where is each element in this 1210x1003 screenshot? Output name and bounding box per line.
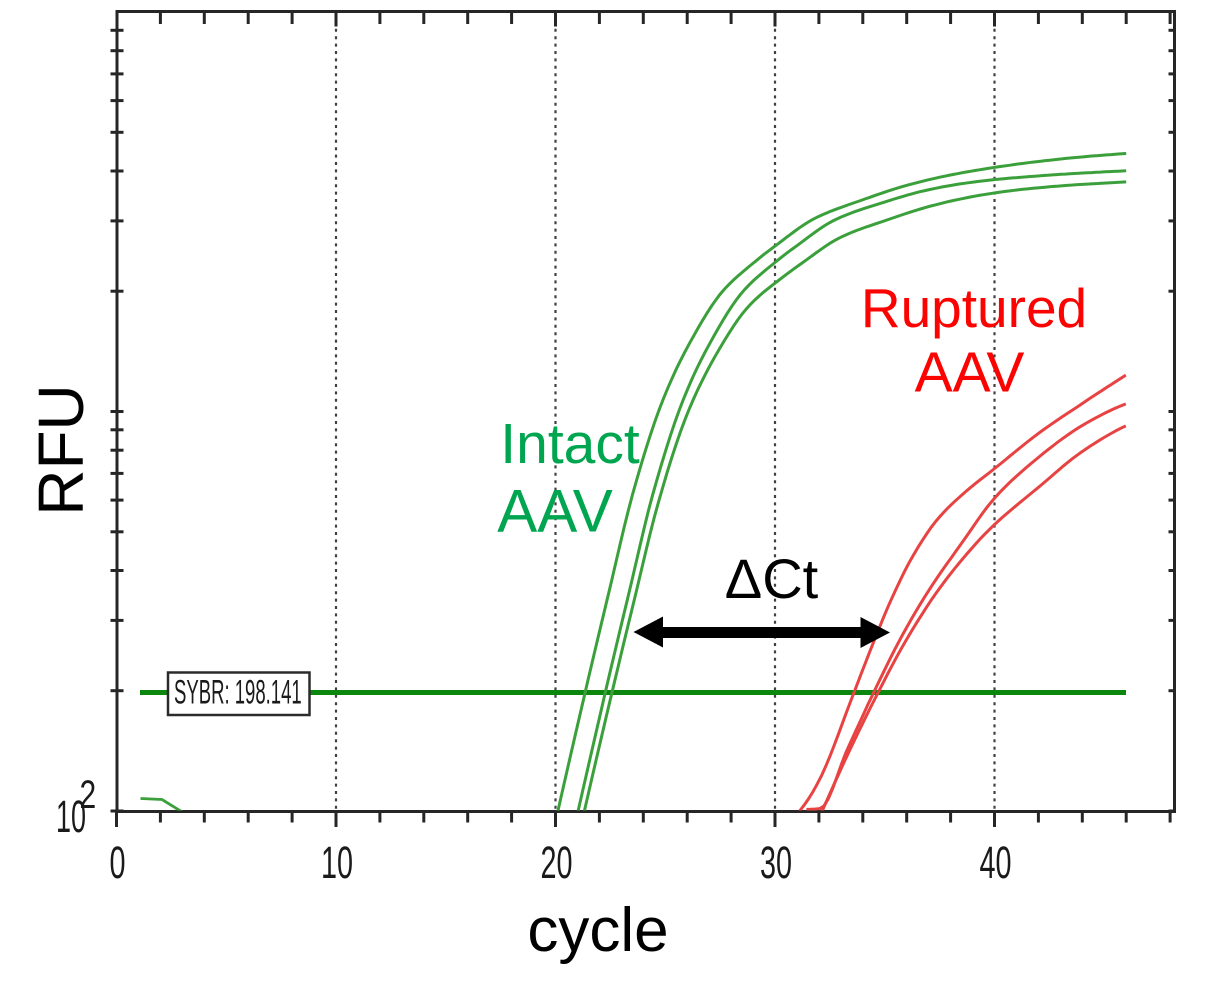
svg-text:SYBR: 198.141: SYBR: 198.141	[174, 672, 302, 710]
svg-text:cycle: cycle	[527, 896, 668, 965]
svg-text:AAV: AAV	[497, 478, 613, 545]
svg-text:30: 30	[760, 839, 792, 889]
svg-text:Ruptured: Ruptured	[861, 277, 1087, 339]
svg-text:20: 20	[540, 839, 572, 889]
svg-text:ΔCt: ΔCt	[725, 547, 819, 610]
svg-text:10: 10	[321, 839, 353, 889]
svg-text:2: 2	[80, 773, 97, 817]
svg-text:RFU: RFU	[25, 384, 97, 516]
svg-text:40: 40	[979, 839, 1011, 889]
svg-text:0: 0	[109, 839, 125, 889]
svg-text:AAV: AAV	[915, 341, 1025, 405]
svg-text:10: 10	[56, 791, 86, 842]
svg-text:Intact: Intact	[500, 412, 640, 476]
